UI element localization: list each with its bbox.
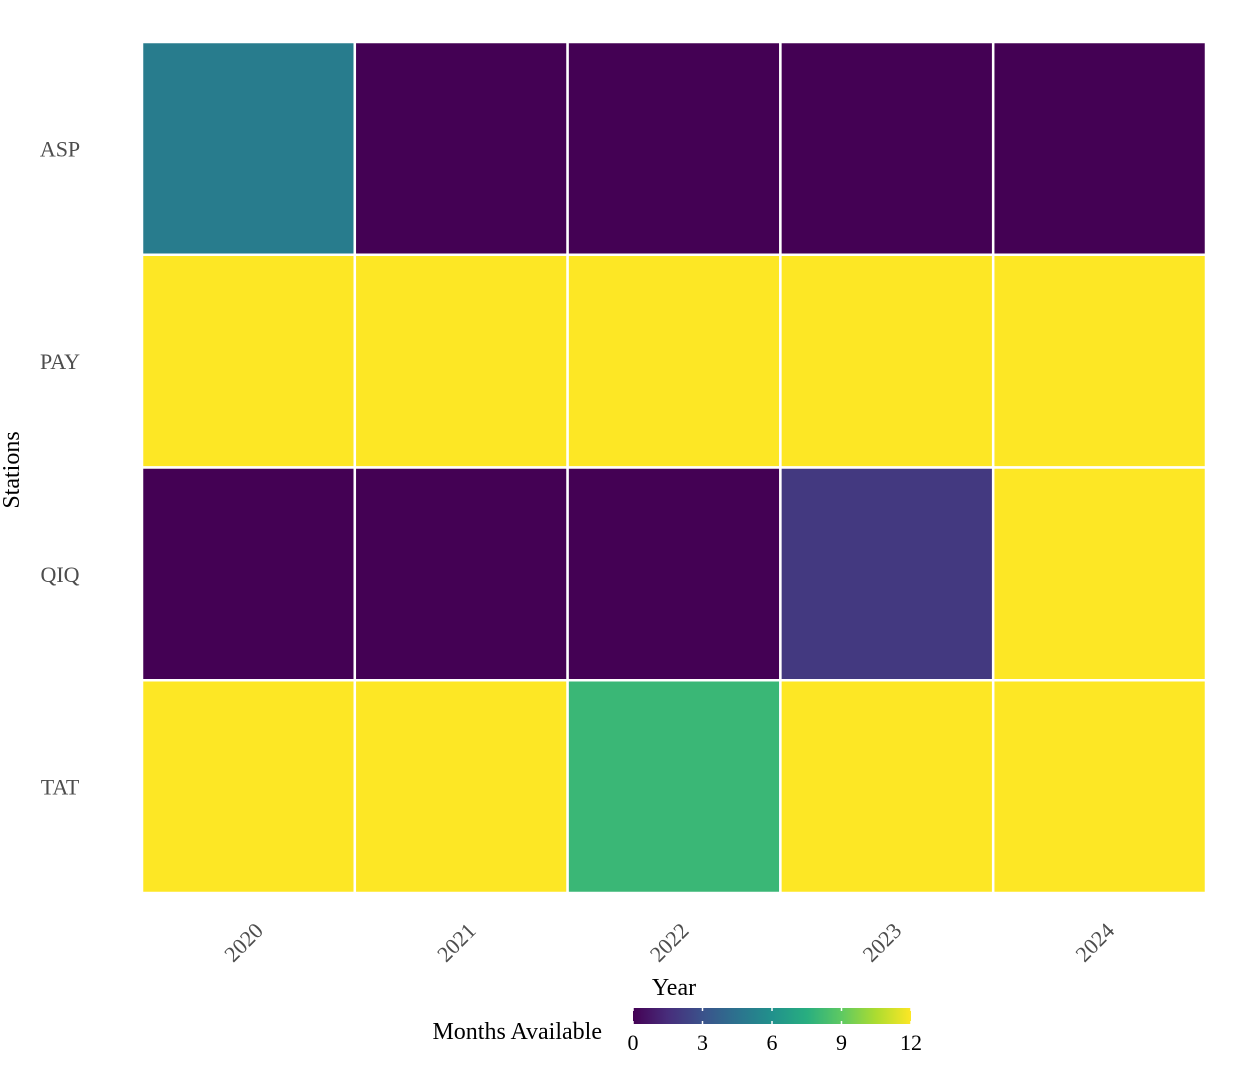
heatmap-cell-tat-2020 <box>140 679 357 895</box>
y-axis-tick-labels: ASP PAY QIQ TAT <box>40 136 80 799</box>
x-tick-label-2023: 2023 <box>858 918 907 967</box>
heatmap-cell-asp-2023 <box>779 40 995 256</box>
legend-tick-label-12: 12 <box>900 1030 922 1055</box>
heatmap-cell-qiq-2023 <box>779 466 995 682</box>
heatmap-cell-tat-2022 <box>566 679 782 895</box>
heatmap-cell-asp-2020 <box>140 40 357 256</box>
legend-tick-label-3: 3 <box>697 1030 708 1055</box>
legend-tick-label-0: 0 <box>628 1030 639 1055</box>
heatmap-cell-asp-2022 <box>566 40 782 256</box>
y-tick-label-qiq: QIQ <box>40 562 79 587</box>
heatmap-cell-tat-2021 <box>353 679 569 895</box>
legend-tick-label-6: 6 <box>767 1030 778 1055</box>
heatmap-cells <box>140 40 1208 895</box>
x-tick-label-2024: 2024 <box>1070 918 1119 967</box>
heatmap-cell-tat-2024 <box>991 679 1208 895</box>
heatmap-cell-pay-2021 <box>353 253 569 469</box>
heatmap-cell-qiq-2022 <box>566 466 782 682</box>
x-axis-tick-labels: 2020 2021 2022 2023 2024 <box>219 918 1119 967</box>
heatmap-cell-pay-2022 <box>566 253 782 469</box>
legend-title: Months Available <box>432 1019 602 1045</box>
y-tick-label-pay: PAY <box>40 349 80 374</box>
y-tick-label-tat: TAT <box>41 775 80 800</box>
legend-tick-label-9: 9 <box>836 1030 847 1055</box>
heatmap-cell-pay-2024 <box>991 253 1208 469</box>
heatmap-cell-qiq-2020 <box>140 466 357 682</box>
heatmap-cell-pay-2020 <box>140 253 357 469</box>
x-tick-label-2020: 2020 <box>219 918 268 967</box>
heatmap-cell-pay-2023 <box>779 253 995 469</box>
heatmap-cell-qiq-2021 <box>353 466 569 682</box>
heatmap-cell-tat-2023 <box>779 679 995 895</box>
x-tick-label-2021: 2021 <box>432 918 481 967</box>
legend-colorbar <box>633 1008 911 1024</box>
y-axis-title: Stations <box>0 431 25 508</box>
y-tick-label-asp: ASP <box>40 136 80 161</box>
x-tick-label-2022: 2022 <box>645 918 694 967</box>
heatmap-cell-asp-2024 <box>991 40 1208 256</box>
heatmap-cell-asp-2021 <box>353 40 569 256</box>
color-legend: Months Available 0 3 6 9 12 <box>432 1008 922 1055</box>
x-axis-title: Year <box>652 975 696 1001</box>
heatmap-cell-qiq-2024 <box>991 466 1208 682</box>
legend-ticks: 0 3 6 9 12 <box>628 1008 922 1055</box>
